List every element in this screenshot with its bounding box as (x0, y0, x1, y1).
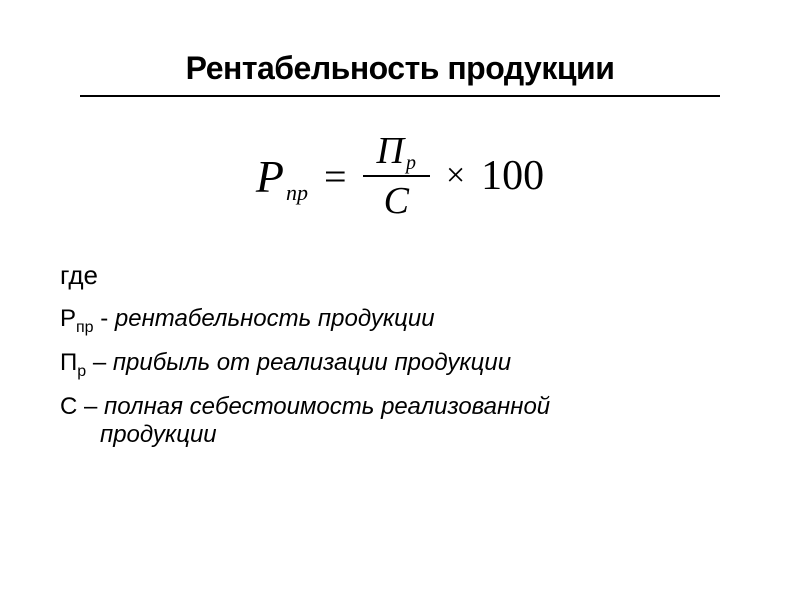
title-underline (80, 95, 720, 97)
numerator: П р (363, 127, 430, 177)
def-text: прибыль от реализации продукции (113, 349, 511, 376)
formula-wrap: Р пр = П р С × 100 (256, 127, 544, 225)
def-text: полная себестоимость реализованной (104, 393, 550, 420)
where-label: где (60, 260, 740, 291)
def-sub: р (77, 363, 86, 380)
def-continuation: продукции (60, 421, 740, 449)
lhs-variable: Р пр (256, 150, 308, 203)
def-dash: – (77, 393, 104, 420)
def-dash: – (86, 349, 113, 376)
lhs-letter: Р (256, 150, 284, 203)
page-title: Рентабельность продукции (60, 50, 740, 87)
def-text: рентабельность продукции (115, 305, 435, 332)
formula-block: Р пр = П р С × 100 (60, 127, 740, 225)
def-dash: - (94, 305, 115, 332)
equals-sign: = (324, 153, 347, 200)
definition-row: С – полная себестоимость реализованной п… (60, 393, 740, 449)
def-sub: пр (76, 319, 94, 336)
definition-row: Пр – прибыль от реализации продукции (60, 349, 740, 381)
fraction: П р С (363, 127, 430, 225)
denominator: С (370, 177, 423, 225)
lhs-subscript: пр (286, 180, 308, 206)
def-var: С (60, 393, 77, 420)
def-var: П (60, 349, 77, 376)
denominator-letter: С (384, 179, 409, 223)
numerator-letter: П (377, 129, 404, 173)
definition-row: Рпр - рентабельность продукции (60, 305, 740, 337)
times-sign: × (446, 157, 465, 195)
def-var: Р (60, 305, 76, 332)
numerator-subscript: р (406, 152, 416, 175)
constant-hundred: 100 (481, 152, 544, 200)
